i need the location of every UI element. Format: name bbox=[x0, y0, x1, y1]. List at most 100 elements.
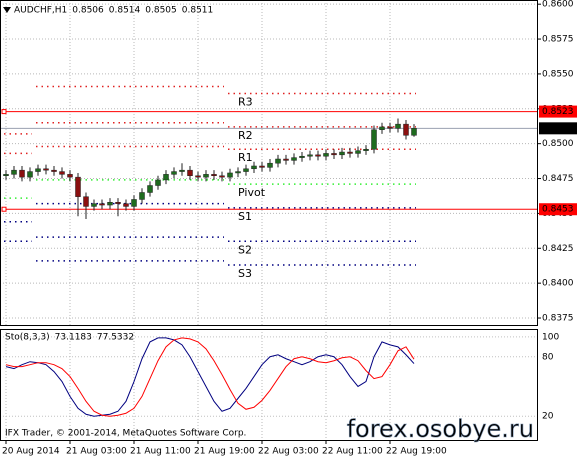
candle-body bbox=[251, 165, 257, 170]
candle-body bbox=[355, 150, 361, 154]
candle-body bbox=[283, 158, 289, 161]
candle-body bbox=[347, 151, 353, 154]
candle-body bbox=[387, 126, 393, 129]
candle-body bbox=[203, 174, 209, 178]
candle-body bbox=[291, 157, 297, 161]
pivot-label: S2 bbox=[238, 243, 252, 256]
candle-body bbox=[195, 175, 201, 178]
header-text: 0.8506 bbox=[72, 6, 104, 16]
y-tick-label: 0.8375 bbox=[542, 314, 574, 324]
price-tag-label: 0.8511 bbox=[542, 124, 574, 134]
y-tick-label: 0.8425 bbox=[542, 244, 574, 254]
x-tick-label: 21 Aug 11:00 bbox=[130, 447, 191, 457]
indicator-frame bbox=[0, 329, 538, 441]
candle-body bbox=[187, 169, 193, 177]
candle-body bbox=[107, 202, 113, 206]
candle-body bbox=[371, 129, 377, 150]
plot-frame bbox=[0, 0, 538, 326]
candle-body bbox=[323, 153, 329, 157]
price-tag bbox=[539, 203, 577, 216]
candle-body bbox=[179, 169, 185, 172]
candle-body bbox=[147, 185, 153, 193]
candle-body bbox=[211, 174, 217, 177]
header-text: 0.8511 bbox=[182, 6, 214, 16]
footer: IFX Trader, © 2001-2014, MetaQuotes Soft… bbox=[5, 429, 246, 439]
candle-body bbox=[243, 168, 249, 172]
candle-body bbox=[35, 168, 41, 172]
candle-body bbox=[75, 176, 81, 197]
indicator-line bbox=[5, 337, 415, 417]
indicator-line bbox=[5, 337, 415, 417]
y-tick-label: 0.8500 bbox=[542, 139, 574, 149]
price-tag-label: 0.8523 bbox=[542, 107, 574, 117]
candle-body bbox=[379, 126, 385, 130]
candle-body bbox=[99, 203, 105, 206]
x-tick-label: 22 Aug 03:00 bbox=[258, 447, 319, 457]
candle-body bbox=[43, 168, 49, 171]
pivot-label: S1 bbox=[238, 210, 252, 223]
pivot-label: R2 bbox=[238, 129, 253, 142]
x-tick-label: 22 Aug 11:00 bbox=[322, 447, 383, 457]
pivot-label: R3 bbox=[238, 95, 253, 108]
level-anchor bbox=[1, 206, 7, 212]
candle-body bbox=[155, 179, 161, 186]
candle-body bbox=[275, 158, 281, 164]
candle-body bbox=[171, 171, 177, 175]
candle-body bbox=[59, 171, 65, 175]
candle-body bbox=[51, 169, 57, 172]
indicator-tick-label: 80 bbox=[542, 352, 554, 362]
pivot-label: Pivot bbox=[238, 186, 266, 199]
price-tag bbox=[539, 105, 577, 118]
x-tick-label: 22 Aug 19:00 bbox=[386, 447, 447, 457]
price-tag-label: 0.8453 bbox=[542, 205, 574, 215]
candle-body bbox=[123, 203, 129, 207]
y-tick-label: 0.8550 bbox=[542, 69, 574, 79]
candle-body bbox=[339, 151, 345, 156]
candle-body bbox=[67, 174, 73, 178]
candle-body bbox=[3, 174, 9, 177]
candle-body bbox=[227, 172, 233, 178]
candle-body bbox=[307, 154, 313, 157]
pivot-label: S3 bbox=[238, 267, 252, 280]
header-text: AUDCHF,H1 bbox=[14, 6, 67, 16]
candle-body bbox=[11, 169, 17, 175]
x-tick-label: 20 Aug 2014 bbox=[2, 447, 60, 457]
level-anchor bbox=[1, 109, 7, 115]
pivot-label: R1 bbox=[238, 151, 253, 164]
candle-body bbox=[363, 148, 369, 151]
symbol-icon bbox=[3, 7, 11, 13]
candle-body bbox=[235, 171, 241, 174]
candle-body bbox=[403, 123, 409, 136]
price-tag bbox=[539, 122, 577, 135]
x-tick-label: 21 Aug 19:00 bbox=[194, 447, 255, 457]
indicator-tick-label: 20 bbox=[542, 412, 554, 422]
indicator-label: 77.5332 bbox=[97, 333, 134, 343]
candle-body bbox=[139, 192, 145, 200]
candle-body bbox=[395, 123, 401, 129]
header-text: 0.8505 bbox=[145, 6, 177, 16]
y-tick-label: 0.8400 bbox=[542, 279, 574, 289]
candle-body bbox=[411, 128, 417, 136]
watermark: forex.osobye.ru bbox=[347, 415, 534, 443]
y-tick-label: 0.8475 bbox=[542, 174, 574, 184]
candle-body bbox=[259, 165, 265, 168]
candle-body bbox=[19, 169, 25, 178]
candle-body bbox=[219, 175, 225, 178]
y-tick-label: 0.8600 bbox=[542, 0, 574, 10]
candle-body bbox=[331, 153, 337, 156]
candle-body bbox=[115, 202, 121, 204]
header-text: 0.8514 bbox=[109, 6, 141, 16]
candle-body bbox=[267, 162, 273, 168]
candle-body bbox=[163, 174, 169, 181]
candle-body bbox=[83, 196, 89, 207]
indicator-label: 73.1183 bbox=[55, 333, 92, 343]
y-tick-label: 0.8575 bbox=[542, 35, 574, 45]
candle-body bbox=[299, 155, 305, 158]
candle-body bbox=[91, 203, 97, 207]
candle-body bbox=[315, 154, 321, 157]
indicator-tick-label: 100 bbox=[542, 332, 559, 342]
x-tick-label: 21 Aug 03:00 bbox=[66, 447, 127, 457]
candle-body bbox=[27, 171, 33, 178]
